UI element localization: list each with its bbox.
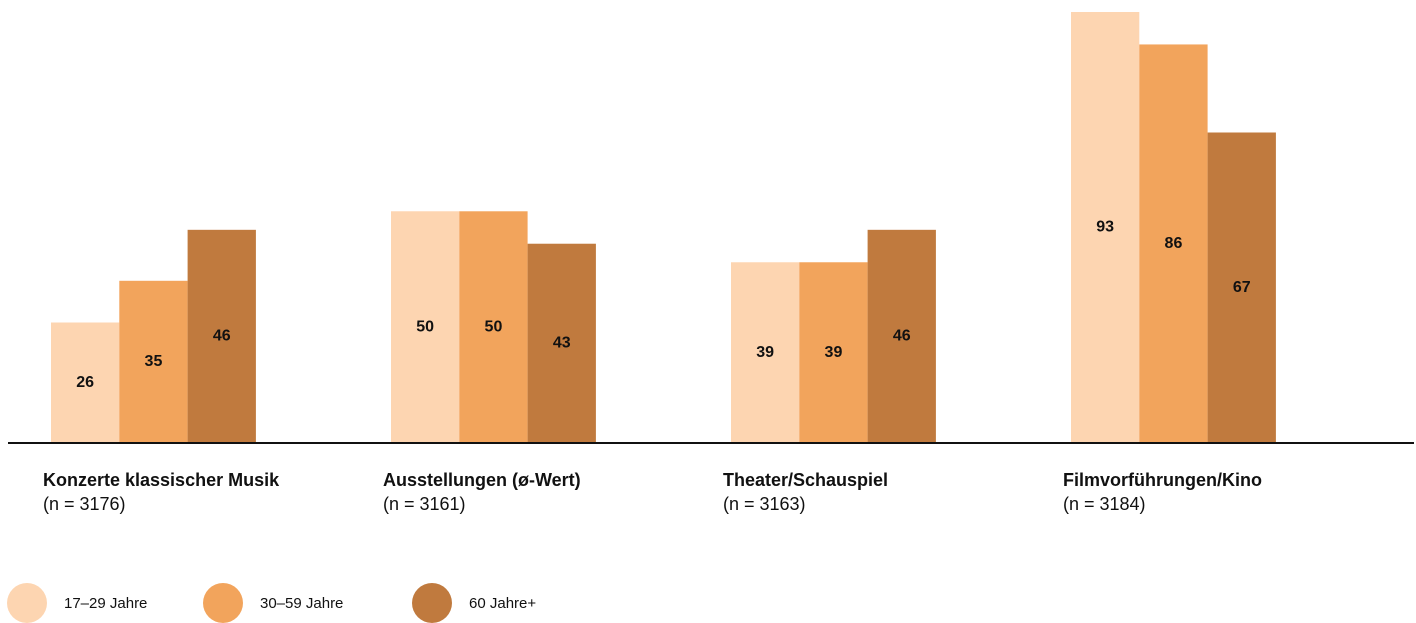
bar <box>119 280 188 443</box>
value-label: 39 <box>756 344 774 361</box>
bar <box>187 229 256 443</box>
value-label: 39 <box>825 344 843 361</box>
value-label: 93 <box>1096 219 1114 236</box>
category-label: Theater/Schauspiel <box>723 470 888 490</box>
value-label: 86 <box>1165 235 1183 252</box>
bar <box>1071 12 1140 443</box>
category-note: (n = 3184) <box>1063 494 1146 514</box>
value-label: 35 <box>145 353 163 370</box>
bar <box>391 211 460 443</box>
value-label: 46 <box>893 328 911 345</box>
bar <box>799 262 868 443</box>
bar <box>867 229 936 443</box>
category-label: Filmvorführungen/Kino <box>1063 470 1262 490</box>
legend-swatch <box>412 583 452 623</box>
bar <box>51 322 120 443</box>
value-label: 50 <box>485 318 503 335</box>
legend-label: 60 Jahre+ <box>469 595 536 612</box>
bar <box>1207 132 1276 443</box>
value-label: 46 <box>213 328 231 345</box>
category-note: (n = 3161) <box>383 494 466 514</box>
value-label: 50 <box>416 318 434 335</box>
legend-swatch <box>203 583 243 623</box>
value-label: 26 <box>76 374 94 391</box>
bar <box>459 211 528 443</box>
category-label: Ausstellungen (ø-Wert) <box>383 470 581 490</box>
bar <box>527 243 596 443</box>
legend-label: 17–29 Jahre <box>64 595 147 612</box>
category-note: (n = 3176) <box>43 494 126 514</box>
value-label: 67 <box>1233 279 1251 296</box>
legend-swatch <box>7 583 47 623</box>
category-note: (n = 3163) <box>723 494 806 514</box>
category-label: Konzerte klassischer Musik <box>43 470 280 490</box>
bar <box>1139 44 1208 444</box>
bar <box>731 262 800 443</box>
legend-label: 30–59 Jahre <box>260 595 343 612</box>
value-label: 43 <box>553 335 571 352</box>
